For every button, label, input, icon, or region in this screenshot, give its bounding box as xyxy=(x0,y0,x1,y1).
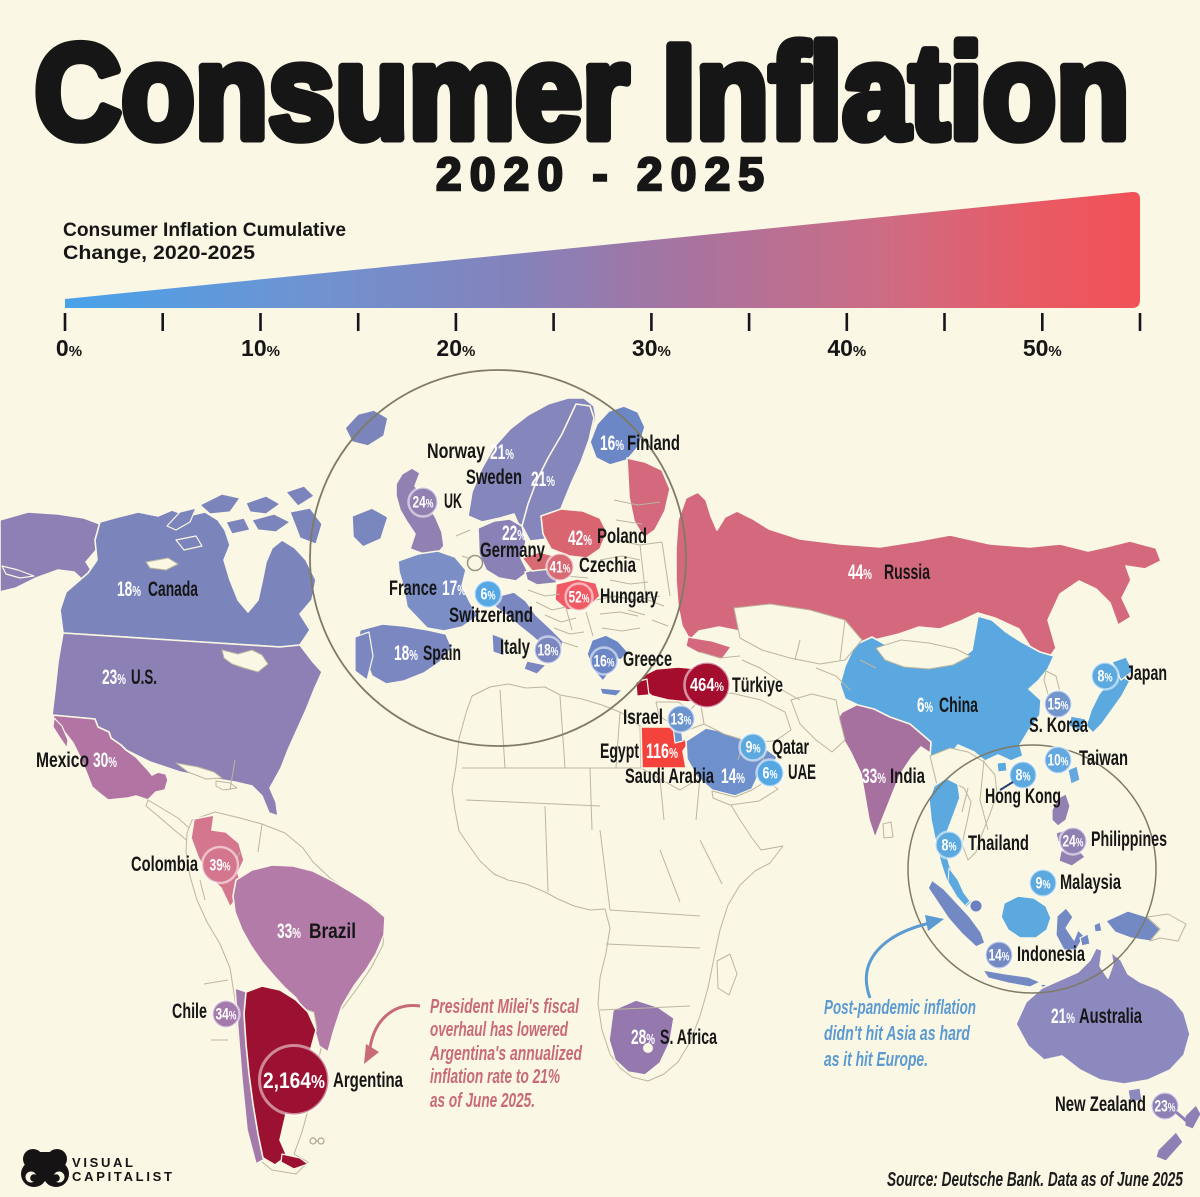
svg-text:Taiwan: Taiwan xyxy=(1079,746,1128,770)
svg-text:Consumer Inflation: Consumer Inflation xyxy=(35,18,1130,167)
svg-text:U.S.: U.S. xyxy=(131,665,157,689)
svg-text:Brazil: Brazil xyxy=(309,919,356,943)
svg-text:33%: 33% xyxy=(277,920,301,943)
svg-text:14%: 14% xyxy=(721,765,745,788)
svg-text:Argentina: Argentina xyxy=(333,1068,404,1092)
svg-text:Hungary: Hungary xyxy=(600,584,658,608)
svg-text:Türkiye: Türkiye xyxy=(732,673,783,697)
svg-text:6%: 6% xyxy=(481,585,496,603)
svg-text:Spain: Spain xyxy=(423,641,461,665)
svg-text:21%: 21% xyxy=(1051,1005,1075,1028)
svg-text:16%: 16% xyxy=(600,432,624,455)
svg-text:23%: 23% xyxy=(1155,1097,1176,1115)
svg-text:Thailand: Thailand xyxy=(968,831,1029,855)
svg-text:13%: 13% xyxy=(671,710,692,728)
svg-text:18%: 18% xyxy=(117,578,141,601)
svg-text:18%: 18% xyxy=(394,642,418,665)
svg-text:France: France xyxy=(389,576,437,600)
svg-text:Egypt: Egypt xyxy=(600,739,639,763)
svg-text:116%: 116% xyxy=(646,740,678,763)
svg-text:34%: 34% xyxy=(216,1005,237,1023)
svg-text:Czechia: Czechia xyxy=(579,553,637,577)
svg-text:Argentina's annualized: Argentina's annualized xyxy=(429,1043,582,1065)
svg-text:17%: 17% xyxy=(442,577,466,600)
svg-text:Malaysia: Malaysia xyxy=(1060,870,1122,894)
svg-text:Colombia: Colombia xyxy=(131,852,199,876)
svg-text:6%: 6% xyxy=(763,764,778,782)
svg-text:21%: 21% xyxy=(490,441,514,464)
svg-text:Chile: Chile xyxy=(172,999,207,1023)
svg-text:50%: 50% xyxy=(1023,335,1062,361)
svg-text:10%: 10% xyxy=(1048,751,1069,769)
svg-text:30%: 30% xyxy=(93,749,117,772)
svg-text:Germany: Germany xyxy=(480,538,545,562)
svg-text:India: India xyxy=(890,764,926,788)
svg-text:overhaul has lowered: overhaul has lowered xyxy=(430,1019,569,1041)
svg-text:Russia: Russia xyxy=(884,560,931,584)
svg-text:Consumer Inflation Cumulative: Consumer Inflation Cumulative xyxy=(63,220,346,241)
svg-text:52%: 52% xyxy=(569,588,590,606)
svg-text:464%: 464% xyxy=(690,675,724,695)
svg-text:41%: 41% xyxy=(550,558,571,576)
svg-text:didn't hit Asia as hard: didn't hit Asia as hard xyxy=(824,1023,971,1045)
svg-text:Israel: Israel xyxy=(623,705,663,729)
svg-text:Japan: Japan xyxy=(1126,661,1167,685)
svg-text:8%: 8% xyxy=(1016,766,1031,784)
svg-text:28%: 28% xyxy=(631,1026,655,1049)
svg-text:18%: 18% xyxy=(538,641,559,659)
svg-text:9%: 9% xyxy=(1036,874,1051,892)
svg-text:24%: 24% xyxy=(413,493,434,511)
svg-text:9%: 9% xyxy=(746,738,761,756)
svg-text:Canada: Canada xyxy=(148,577,199,601)
svg-text:6%: 6% xyxy=(917,694,933,717)
svg-text:16%: 16% xyxy=(594,652,615,670)
svg-text:2,164%: 2,164% xyxy=(263,1068,325,1093)
svg-text:Sweden: Sweden xyxy=(466,465,522,489)
svg-text:Saudi Arabia: Saudi Arabia xyxy=(625,764,715,788)
svg-text:S. Africa: S. Africa xyxy=(660,1025,718,1049)
svg-text:22%: 22% xyxy=(502,522,526,545)
svg-text:China: China xyxy=(939,693,979,717)
svg-text:President Milei's fiscal: President Milei's fiscal xyxy=(430,996,579,1018)
svg-text:8%: 8% xyxy=(1098,667,1113,685)
svg-text:S. Korea: S. Korea xyxy=(1029,713,1089,737)
svg-text:Qatar: Qatar xyxy=(772,735,809,759)
svg-text:40%: 40% xyxy=(827,335,866,361)
svg-text:Finland: Finland xyxy=(627,431,680,455)
svg-text:39%: 39% xyxy=(210,856,231,875)
svg-text:Norway: Norway xyxy=(427,439,485,463)
svg-text:Change, 2020-2025: Change, 2020-2025 xyxy=(63,243,255,264)
svg-text:VISUAL: VISUAL xyxy=(72,1155,135,1170)
svg-text:Australia: Australia xyxy=(1079,1004,1143,1028)
svg-text:33%: 33% xyxy=(862,765,886,788)
svg-text:inflation rate to 21%: inflation rate to 21% xyxy=(430,1066,560,1088)
svg-text:2020 - 2025: 2020 - 2025 xyxy=(436,148,764,200)
svg-text:Post-pandemic inflation: Post-pandemic inflation xyxy=(824,997,976,1019)
svg-text:Poland: Poland xyxy=(597,524,647,548)
svg-text:Mexico: Mexico xyxy=(36,748,89,772)
svg-text:23%: 23% xyxy=(102,666,126,689)
svg-text:Hong Kong: Hong Kong xyxy=(985,784,1061,808)
svg-text:44%: 44% xyxy=(848,561,872,584)
svg-text:8%: 8% xyxy=(942,836,957,854)
svg-text:24%: 24% xyxy=(1063,832,1084,850)
svg-text:Indonesia: Indonesia xyxy=(1017,942,1086,966)
svg-text:14%: 14% xyxy=(989,946,1010,964)
svg-text:Italy: Italy xyxy=(500,635,530,659)
svg-text:21%: 21% xyxy=(531,468,555,491)
svg-text:15%: 15% xyxy=(1048,695,1069,713)
svg-text:Source: Deutsche Bank. Data as: Source: Deutsche Bank. Data as of June 2… xyxy=(887,1169,1184,1191)
svg-text:UAE: UAE xyxy=(788,760,816,784)
svg-text:as of June 2025.: as of June 2025. xyxy=(430,1090,535,1112)
svg-text:as it hit Europe.: as it hit Europe. xyxy=(824,1049,928,1071)
svg-text:Greece: Greece xyxy=(623,647,672,671)
svg-text:UK: UK xyxy=(444,489,462,513)
svg-text:Philippines: Philippines xyxy=(1091,827,1167,851)
svg-text:New Zealand: New Zealand xyxy=(1055,1092,1146,1116)
svg-text:42%: 42% xyxy=(568,527,592,550)
svg-text:Switzerland: Switzerland xyxy=(449,603,533,627)
